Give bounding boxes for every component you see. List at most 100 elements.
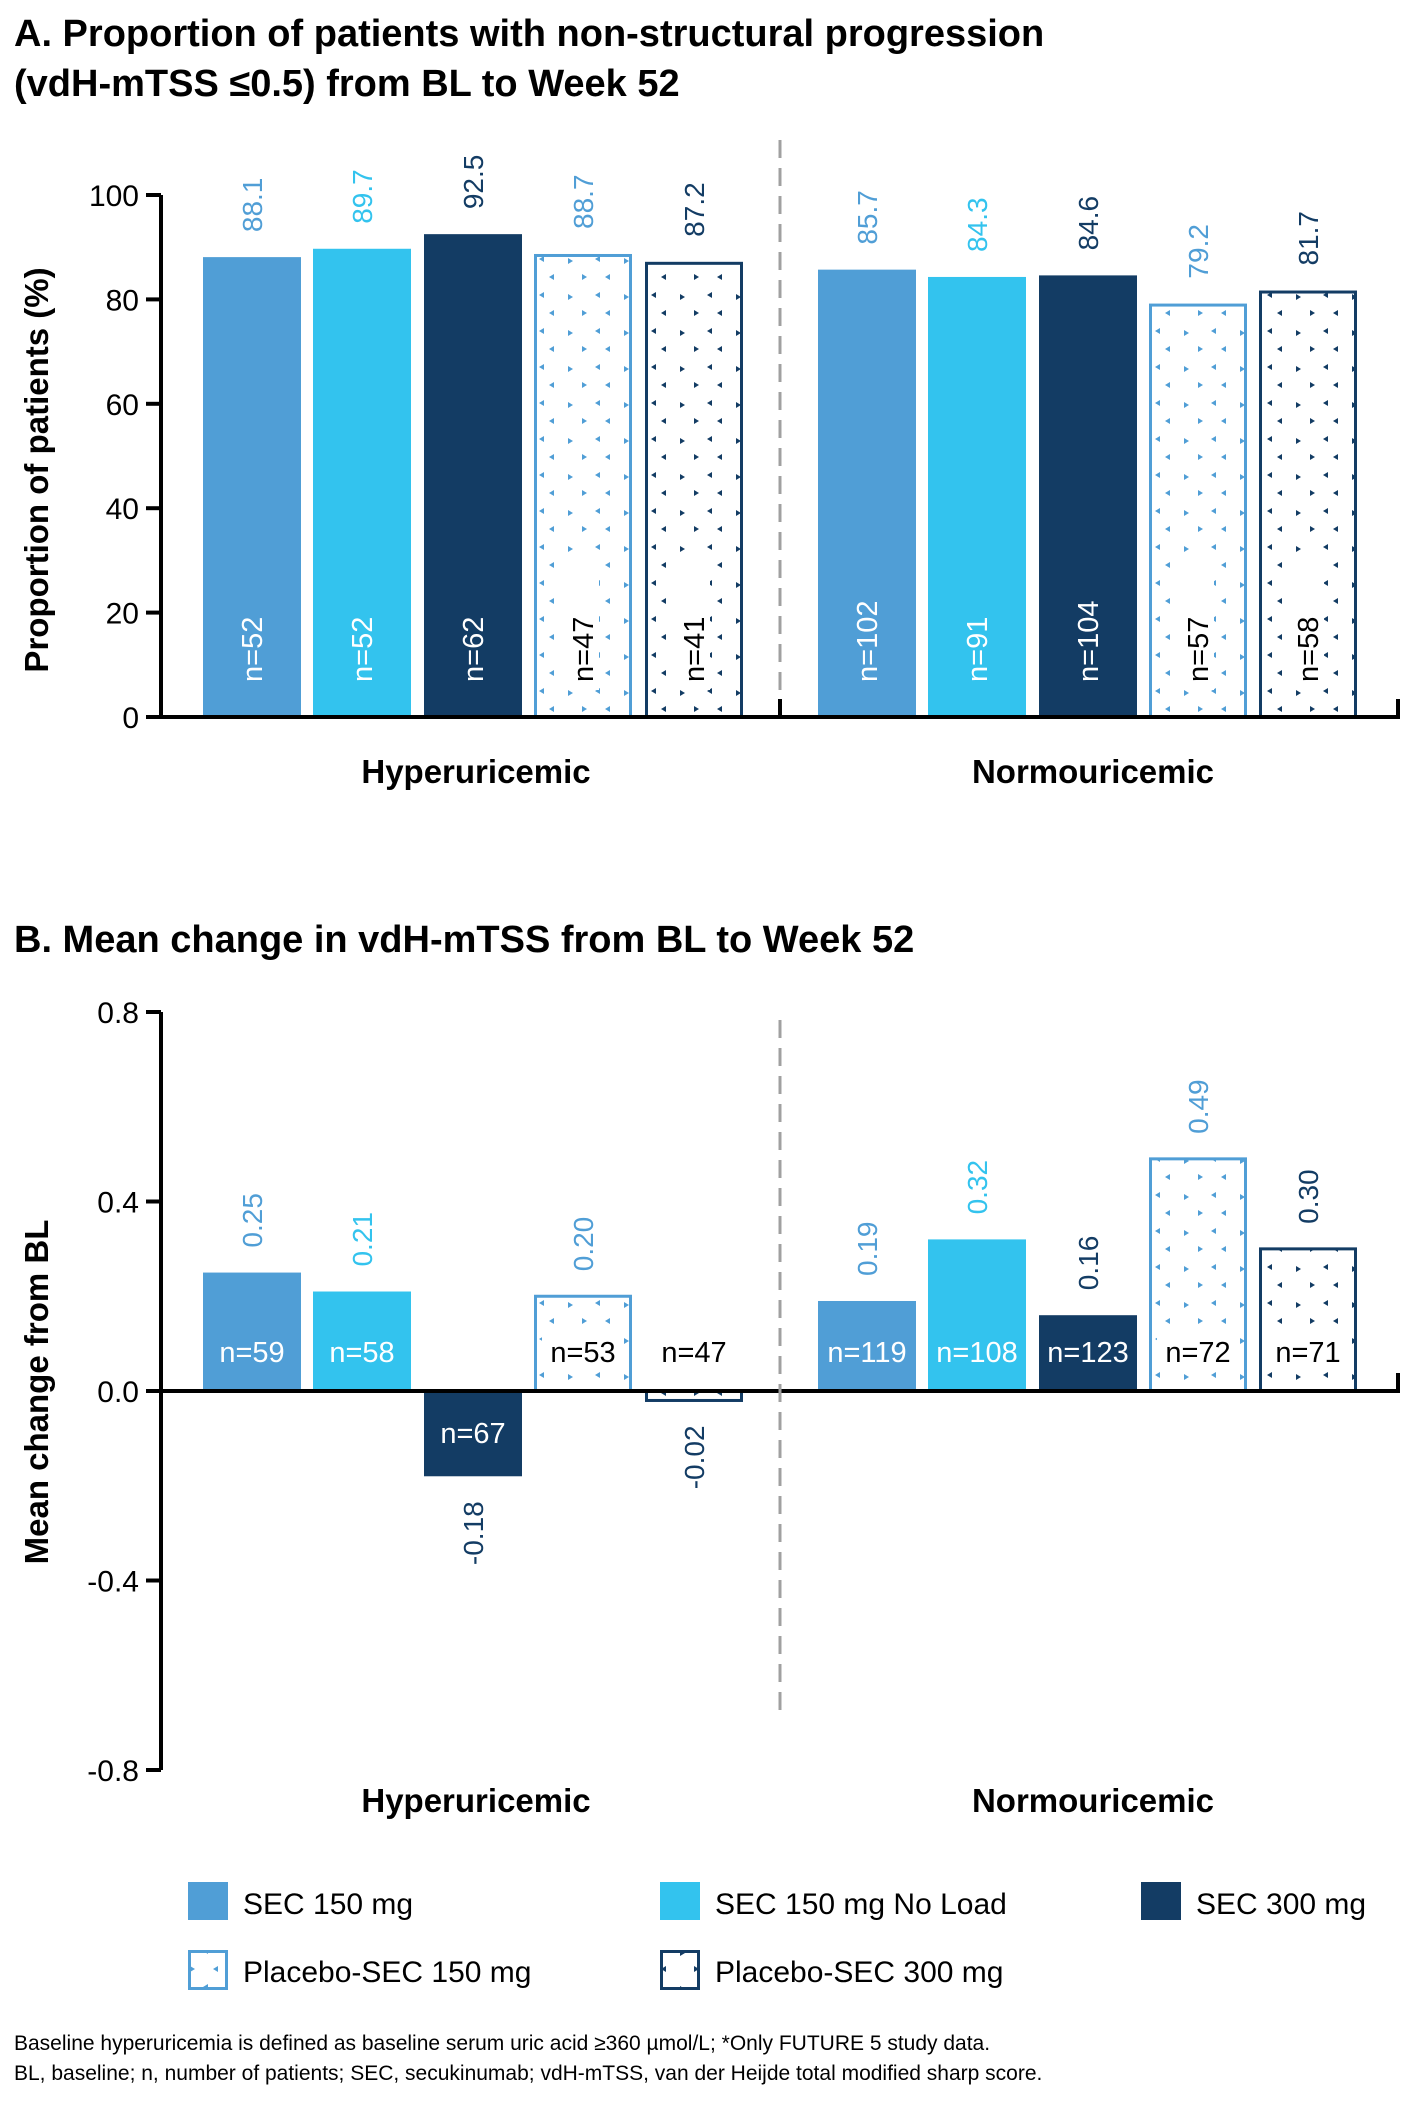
panel-b-title: B. Mean change in vdH-mTSS from BL to We… [14, 919, 914, 961]
legend-label: SEC 300 mg [1196, 1888, 1366, 1921]
panel-b-n-label: n=59 [219, 1337, 284, 1369]
panel-a-value-label: 84.6 [1073, 196, 1104, 251]
panel-a-value-label: 88.1 [237, 178, 268, 233]
panel-a-y-tick-label: 80 [106, 284, 139, 317]
panel-a-bar-sec150-0 [203, 257, 301, 717]
panel-b-n-label-bg [542, 1335, 624, 1369]
panel-b-n-label-bg [1267, 1335, 1349, 1369]
panel-b-n-label: n=119 [827, 1337, 906, 1369]
legend-swatch [188, 1882, 228, 1920]
panel-a-value-label: 87.2 [679, 182, 710, 237]
panel-a-value-label: 81.7 [1293, 211, 1324, 266]
panel-a-group-label-hyperuricemic: Hyperuricemic [361, 753, 590, 790]
panel-b-bar-sec300-0 [424, 1391, 522, 1477]
panel-b-bars: 0.25 n=59 0.19 n=119 0.21 n=58 0.32 n=108 -0.18 n… [203, 1079, 1357, 1565]
panel-a-n-label: n=52 [237, 617, 269, 682]
panel-b-n-label: n=72 [1165, 1337, 1230, 1369]
panel-a-n-label-bg [1290, 560, 1324, 690]
panel-b-value-label: 0.20 [568, 1217, 599, 1272]
panel-a-bars: 88.1 n=52 85.7 n=102 89.7 n=52 84.3 n=91 92.5 n=6… [203, 155, 1357, 719]
panel-b-n-label: n=58 [329, 1337, 394, 1369]
panel-a-bar-sec150_noload-0 [313, 248, 411, 718]
panel-b-value-label: -0.02 [679, 1425, 710, 1489]
panel-b-bar-pbo300-1 [1259, 1247, 1357, 1393]
panel-a-n-label: n=41 [679, 617, 711, 682]
panel-a-value-label: 79.2 [1183, 224, 1214, 279]
panel-b-value-label: 0.21 [347, 1212, 378, 1267]
panel-a-bar-sec300-0 [424, 234, 522, 717]
legend-swatch [1141, 1882, 1181, 1920]
panel-b-y-axis-label: Mean change from BL [18, 1220, 55, 1565]
panel-a-y-tick-label: 40 [106, 493, 139, 526]
panel-b-value-label: 0.49 [1183, 1079, 1214, 1134]
panel-a-n-label: n=91 [962, 617, 994, 682]
panel-a-value-label: 89.7 [347, 169, 378, 224]
panel-b-value-label: -0.18 [458, 1501, 489, 1565]
panel-a-n-label-bg [676, 560, 710, 690]
panel-b-n-label: n=108 [936, 1337, 1017, 1369]
legend-item-pbo150: Placebo-SEC 150 mg [188, 1950, 532, 1990]
panel-a-group-label-normouricemic: Normouricemic [972, 753, 1214, 790]
panel-a-n-label: n=102 [852, 601, 884, 682]
panel-b-n-label: n=53 [550, 1337, 615, 1369]
panel-a-value-label: 92.5 [458, 155, 489, 210]
panel-b-bar-sec150-0 [203, 1272, 301, 1391]
panel-b-y-tick-label: 0.0 [97, 1376, 139, 1409]
panel-a-n-label-bg [1180, 560, 1214, 690]
legend-label: SEC 150 mg No Load [715, 1888, 1007, 1921]
panel-a-n-label: n=52 [347, 617, 379, 682]
panel-a: A. Proportion of patients with non-struc… [14, 13, 1400, 790]
panel-b-bar-sec300-1 [1039, 1315, 1137, 1391]
panel-a-bar-sec150-1 [818, 269, 916, 717]
legend-item-pbo300: Placebo-SEC 300 mg [660, 1950, 1004, 1990]
legend-item-sec300: SEC 300 mg [1141, 1882, 1366, 1921]
panel-a-bar-sec150_noload-1 [928, 276, 1026, 717]
footnote-1: Baseline hyperuricemia is defined as bas… [14, 2032, 990, 2055]
panel-a-y-tick-label: 100 [89, 180, 139, 213]
panel-b-group-label-hyperuricemic: Hyperuricemic [361, 1782, 590, 1819]
panel-a-y-tick-label: 60 [106, 389, 139, 422]
panel-b-value-label: 0.16 [1073, 1236, 1104, 1291]
panel-a-y-tick-label: 0 [122, 702, 139, 735]
panel-b-n-label: n=47 [661, 1337, 726, 1369]
panel-b-n-label: n=123 [1047, 1337, 1128, 1369]
panel-b-bar-sec150-1 [818, 1300, 916, 1391]
panel-a-title-line2: (vdH-mTSS ≤0.5) from BL to Week 52 [14, 63, 680, 105]
panel-b-n-label-bg [1157, 1335, 1239, 1369]
panel-a-title-line1: A. Proportion of patients with non-struc… [14, 13, 1044, 55]
panel-a-n-label: n=57 [1183, 617, 1215, 682]
legend-swatch [660, 1882, 700, 1920]
panel-a-y-axis-label: Proportion of patients (%) [18, 267, 55, 672]
panel-a-n-label: n=58 [1293, 617, 1325, 682]
panel-b-y-ticks: -0.8 -0.4 0.0 0.4 0.8 [87, 997, 161, 1788]
legend-label: Placebo-SEC 150 mg [243, 1956, 532, 1989]
panel-a-value-label: 84.3 [962, 197, 993, 252]
panel-a-bar-sec300-1 [1039, 275, 1137, 717]
panel-b-y-tick-label: 0.4 [97, 1187, 139, 1220]
panel-b-group-label-normouricemic: Normouricemic [972, 1782, 1214, 1819]
panel-b-value-label: 0.19 [852, 1221, 883, 1276]
panel-a-n-label: n=104 [1073, 601, 1105, 682]
panel-b-value-label: 0.30 [1293, 1169, 1324, 1224]
panel-b-bar-sec150_noload-0 [313, 1291, 411, 1391]
panel-b-bar-sec150_noload-1 [928, 1239, 1026, 1391]
panel-a-value-label: 85.7 [852, 190, 883, 245]
panel-b-y-tick-label: -0.4 [87, 1566, 139, 1599]
panel-b-value-label: 0.32 [962, 1160, 993, 1215]
panel-a-y-tick-label: 20 [106, 598, 139, 631]
panel-a-n-label: n=47 [568, 617, 600, 682]
panel-b-y-tick-label: -0.8 [87, 1755, 139, 1788]
footnote-2: BL, baseline; n, number of patients; SEC… [14, 2062, 1042, 2085]
panel-a-n-label: n=62 [458, 617, 490, 682]
panel-b-value-label: 0.25 [237, 1193, 268, 1248]
panel-b-n-label: n=71 [1275, 1337, 1340, 1369]
panel-a-y-ticks: 0 20 40 60 80 100 [89, 180, 161, 735]
panel-b: B. Mean change in vdH-mTSS from BL to We… [14, 919, 1400, 1819]
panel-a-bar-pbo300-1 [1259, 290, 1357, 719]
legend: SEC 150 mg SEC 150 mg No Load SEC 300 mg Pl… [188, 1882, 1366, 1990]
panel-a-value-label: 88.7 [568, 174, 599, 229]
legend-swatch [188, 1950, 228, 1990]
panel-a-n-label-bg [565, 560, 599, 690]
legend-label: Placebo-SEC 300 mg [715, 1956, 1004, 1989]
